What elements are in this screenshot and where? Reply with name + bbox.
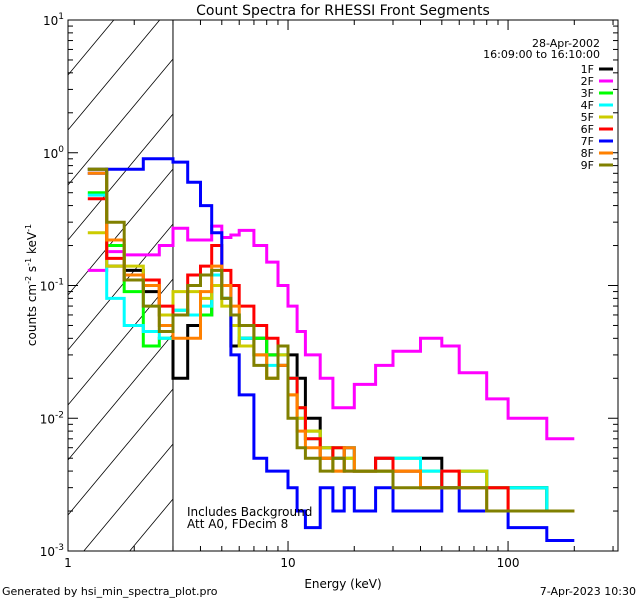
x-tick-label: 100 (497, 556, 520, 570)
series-2F (87, 224, 575, 441)
legend-label: 8F (581, 147, 594, 160)
hatch-line (68, 278, 174, 406)
legend-label: 3F (581, 87, 594, 100)
hatched-region (68, 20, 174, 551)
legend-label: 2F (581, 75, 594, 88)
series-7F (87, 157, 575, 542)
hatch-line (68, 388, 174, 516)
x-tick-label: 1 (64, 556, 72, 570)
series-5F (87, 231, 575, 513)
footer-generated-by: Generated by hsi_min_spectra_plot.pro (2, 585, 218, 598)
x-tick-label: 10 (280, 556, 295, 570)
legend-date: 28-Apr-2002 (532, 37, 600, 50)
y-tick-label: 10-2 (40, 410, 64, 426)
chart-title: Count Spectra for RHESSI Front Segments (196, 3, 490, 19)
annotation-attenuator: Att A0, FDecim 8 (187, 517, 288, 531)
y-tick-label: 10-3 (40, 543, 64, 559)
hatch-line (68, 20, 115, 76)
legend-label: 7F (581, 135, 594, 148)
y-axis-label: counts cm-2 s-1 keV-1 (24, 224, 39, 346)
legend-label: 6F (581, 123, 594, 136)
hatch-line (68, 223, 174, 351)
hatch-line (68, 168, 174, 296)
legend-label: 4F (581, 99, 594, 112)
y-tick-label: 101 (43, 12, 64, 28)
footer-timestamp: 7-Apr-2023 10:30 (540, 585, 636, 598)
hatch-line (68, 333, 174, 461)
y-tick-label: 10-1 (40, 278, 64, 294)
legend-time-range: 16:09:00 to 16:10:00 (483, 48, 600, 61)
legend-label: 9F (581, 159, 594, 172)
hatch-line (68, 58, 174, 186)
series-9F (87, 167, 575, 513)
annotation-background: Includes Background (187, 505, 312, 519)
hatch-line (68, 113, 174, 241)
series-4F (87, 193, 575, 513)
hatch-line (83, 443, 174, 551)
hatch-line (129, 498, 174, 551)
legend-label: 5F (581, 111, 594, 124)
hatch-line (68, 20, 161, 131)
legend-label: 1F (581, 63, 594, 76)
x-axis-label: Energy (keV) (304, 577, 381, 591)
series-3F (87, 191, 575, 513)
y-tick-label: 100 (43, 145, 64, 161)
